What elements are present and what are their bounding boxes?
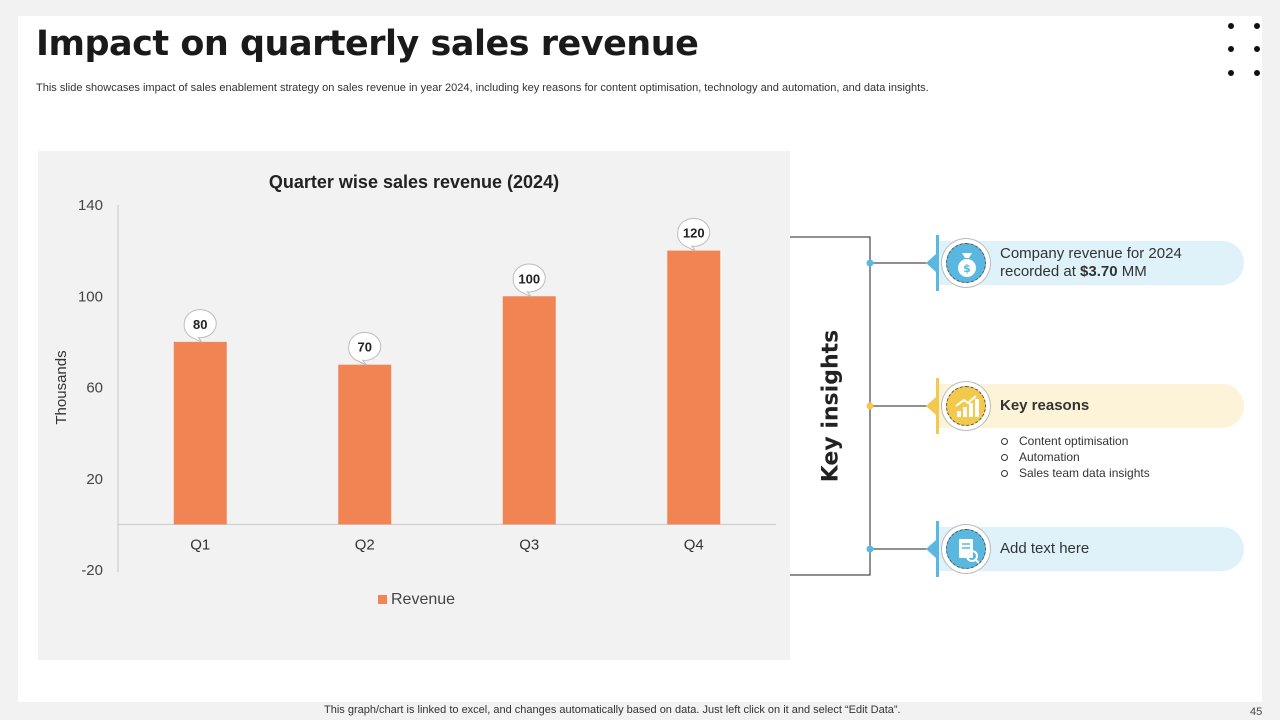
x-tick-label: Q4 [684,536,704,553]
list-item: Automation [1000,449,1150,465]
y-tick-label: 60 [86,380,103,397]
growth-chart-icon [942,382,990,430]
bar-q4 [667,250,721,525]
data-label: 80 [193,317,207,332]
bar-q2 [338,364,392,525]
money-bag-icon: $ [942,239,990,287]
chart-panel[interactable]: Quarter wise sales revenue (2024) -20 20 60… [38,151,790,660]
insight-card-placeholder: Add text here [926,521,1246,577]
revenue-line-2: recorded at $3.70 MM [1000,263,1147,280]
page-title: Impact on quarterly sales revenue [36,24,699,64]
svg-text:$: $ [963,262,971,275]
chart-title: Quarter wise sales revenue (2024) [269,172,559,192]
y-tick-label: 20 [86,471,103,488]
footer-note: This graph/chart is linked to excel, and… [324,704,901,716]
data-label-bubble [677,217,711,252]
key-insights-label: Key insights [818,329,844,483]
list-item: Sales team data insights [1000,465,1150,481]
x-tick-label: Q3 [519,536,539,553]
x-tick-label: Q2 [355,536,375,553]
data-label: 70 [358,340,372,355]
document-search-icon [942,525,990,573]
legend-label: Revenue [391,591,455,608]
reasons-list: Content optimisation Automation Sales te… [1000,433,1150,481]
placeholder-text[interactable]: Add text here [1000,540,1090,557]
list-item: Content optimisation [1000,433,1150,449]
revenue-bar-chart[interactable]: Quarter wise sales revenue (2024) -20 20 60… [38,151,790,660]
y-tick-label: 100 [78,288,103,305]
revenue-line-1: Company revenue for 2024 [1000,245,1182,262]
x-tick-label: Q1 [190,536,210,553]
page-number: 45 [1250,706,1263,718]
y-tick-label: 140 [78,197,103,214]
page-subtitle: This slide showcases impact of sales ena… [36,82,929,94]
data-label: 100 [518,271,540,286]
bar-q3 [502,296,556,525]
bar-q1 [173,341,227,525]
data-label: 120 [683,226,705,241]
more-options-icon[interactable] [1222,18,1266,80]
y-tick-label: -20 [81,562,103,579]
insight-card-reasons: Key reasons [926,378,1246,434]
legend-swatch [378,595,387,604]
insight-card-revenue: $ Company revenue for 2024 recorded at $… [926,235,1246,291]
data-label-bubble [512,263,546,298]
data-label-bubble [183,309,217,343]
data-label-bubble [348,331,382,366]
reasons-heading: Key reasons [1000,397,1090,414]
y-axis-label: Thousands [53,350,70,424]
